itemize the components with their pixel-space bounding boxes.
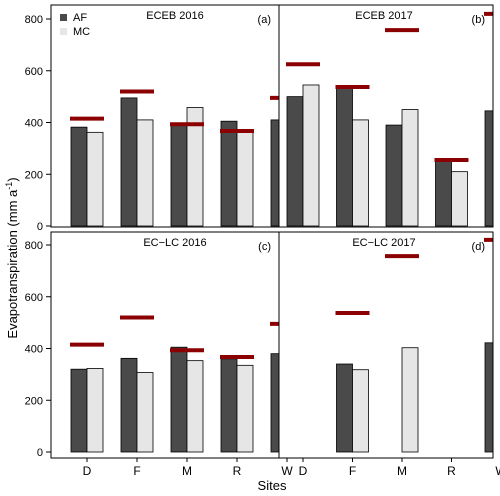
bar-af-r (435, 159, 452, 227)
panel-3: D F M R W 0 200 400 600 800 EC−LC 2016 (c) (25, 231, 303, 478)
panel-title: EC−LC 2017 (352, 237, 415, 249)
panel-1-plot-area (70, 89, 279, 227)
y-tick-label: 800 (25, 240, 43, 252)
panel-3-plot-area (70, 315, 303, 453)
y-tick-label: 800 (25, 14, 43, 26)
panel-title: ECEB 2017 (355, 10, 412, 22)
bar-af-f (120, 97, 138, 227)
bar-af-r (220, 358, 238, 453)
x-tick-label: D (83, 464, 92, 478)
bar-af-w (484, 342, 493, 453)
y-axis-label-main: Evapotranspiration (mm a (5, 189, 20, 339)
bar-mc-d (86, 131, 104, 227)
x-tick-label: M (182, 464, 192, 478)
bar-af-r (220, 120, 238, 227)
bar-af-m (170, 124, 188, 227)
bar-mc-d (86, 368, 104, 453)
panel-tag: (c) (258, 241, 271, 253)
x-tick-label: R (233, 464, 242, 478)
bar-af-d (286, 96, 304, 227)
x-tick-label: F (349, 464, 356, 478)
bar-mc-m (186, 107, 204, 227)
panel-4-plot-area (335, 237, 493, 453)
bar-mc-r (451, 171, 468, 227)
x-tick-label: D (299, 464, 308, 478)
panel-title: EC−LC 2016 (143, 237, 206, 249)
x-tick-label: W (495, 464, 500, 478)
bar-af-d (70, 126, 88, 227)
panel-tag: (a) (258, 14, 271, 26)
panel-2-plot-area (286, 11, 493, 227)
panel-2: ECEB 2017 (b) (278, 4, 494, 228)
x-tick-label: W (281, 464, 293, 478)
bar-mc-f (352, 369, 369, 453)
panel-tag: (b) (472, 14, 485, 26)
panel-title: ECEB 2016 (146, 10, 203, 22)
legend-label-mc: MC (73, 26, 90, 38)
bar-af-f (120, 357, 138, 453)
x-tick-label: M (397, 464, 407, 478)
bar-af-w (484, 110, 493, 227)
bar-mc-d (302, 84, 320, 227)
y-tick-label: 0 (37, 447, 43, 459)
panel-4: D F M R W EC−LC 2017 (d) (278, 231, 500, 478)
bar-af-m (170, 346, 188, 453)
legend-label-af: AF (73, 12, 87, 24)
bar-af-m (385, 124, 403, 227)
y-axis-label-close: ) (5, 177, 20, 181)
bar-af-w (270, 353, 279, 453)
y-tick-label: 200 (25, 169, 43, 181)
y-tick-label: 400 (25, 344, 43, 356)
legend-swatch-mc (60, 28, 67, 35)
bar-mc-f (136, 372, 154, 453)
panel-1: 0 200 400 600 800 ECEB 2016 (a) AF MC (25, 4, 280, 233)
panels: 0 200 400 600 800 ECEB 2016 (a) AF MC ECEB 2017 (b… (25, 4, 500, 478)
bar-mc-r (236, 364, 254, 453)
x-axis-label: Sites (258, 478, 287, 493)
y-tick-label: 600 (25, 292, 43, 304)
panel-frame (278, 231, 494, 459)
bar-mc-f (136, 119, 154, 227)
y-axis-label: Evapotranspiration (mm a-1) (4, 177, 20, 338)
panel-frame (278, 4, 494, 228)
bar-mc-m (401, 109, 419, 227)
y-axis-label-superscript: -1 (4, 182, 14, 190)
x-tick-label: F (133, 464, 140, 478)
bar-mc-r (236, 131, 254, 227)
y-tick-label: 600 (25, 66, 43, 78)
bar-mc-w (287, 349, 303, 453)
y-tick-label: 0 (37, 221, 43, 233)
bar-af-f (336, 363, 353, 453)
bar-af-f (336, 85, 353, 227)
y-tick-label: 400 (25, 118, 43, 130)
bar-mc-m (401, 347, 419, 453)
bar-mc-f (352, 119, 369, 227)
panel-tag: (d) (472, 241, 485, 253)
bar-af-w (270, 119, 279, 227)
x-tick-label: R (447, 464, 456, 478)
legend-swatch-af (60, 14, 67, 21)
y-tick-label: 200 (25, 395, 43, 407)
bar-mc-m (186, 360, 204, 453)
bar-af-d (70, 368, 88, 453)
